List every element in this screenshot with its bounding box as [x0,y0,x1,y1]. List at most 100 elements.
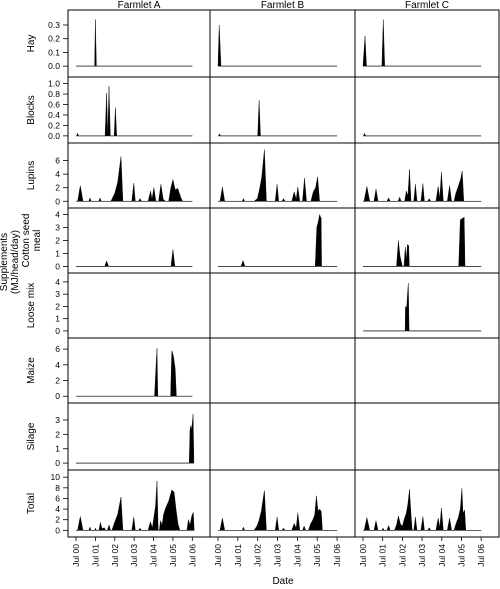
y-tick-label-lupins: 4 [55,169,60,179]
y-tick-label-loose-mix: 2 [55,301,60,311]
area-series-lupins-farmlet-a [76,156,193,202]
y-tick-label-total: 8 [55,483,60,493]
panel-frame-cotton-seed-meal-farmlet-b [209,207,356,274]
y-tick-label-silage: 1 [55,444,60,454]
column-header-farmlet-a: Farmlet A [118,0,161,11]
row-label-silage: Silage [26,422,37,450]
area-series-lupins-farmlet-c [363,169,482,202]
y-tick-label-hay: 0.1 [48,47,60,57]
y-tick-label-lupins: 2 [55,183,60,193]
panel-frame-maize-farmlet-b [209,337,356,404]
y-axis-label-line-1: Supplements [0,233,10,291]
panel-frame-maize-farmlet-a [67,337,211,404]
x-tick-label-farmlet-a: Jul 05 [168,544,178,567]
y-tick-label-loose-mix: 1 [55,314,60,324]
row-label-loose-mix: Loose mix [26,283,37,329]
area-series-total-farmlet-a [76,480,195,531]
area-series-total-farmlet-b [218,490,338,531]
y-tick-label-total: 10 [51,472,61,482]
y-tick-label-lupins: 6 [55,156,60,166]
panel-frame-hay-farmlet-b [209,9,356,78]
y-tick-label-blocks: 0.0 [48,131,60,141]
panel-frame-blocks-farmlet-a [67,76,211,144]
y-tick-label-loose-mix: 4 [55,277,60,287]
panel-frame-loose-mix-farmlet-b [209,272,356,339]
y-tick-label-loose-mix: 3 [55,289,60,299]
x-tick-label-farmlet-b: Jul 05 [312,544,322,567]
x-tick-label-farmlet-a: Jul 03 [129,544,139,567]
x-tick-label-farmlet-a: Jul 02 [110,544,120,567]
panel-frame-lupins-farmlet-a [67,142,211,209]
x-tick-label-farmlet-c: Jul 00 [358,544,368,567]
column-header-farmlet-c: Farmlet C [405,0,449,11]
panel-frame-hay-farmlet-c [354,9,500,78]
y-tick-label-blocks: 1.0 [48,79,60,89]
x-tick-label-farmlet-a: Jul 01 [90,544,100,567]
y-tick-label-cotton-seed-meal: 4 [55,210,60,220]
panel-frame-loose-mix-farmlet-c [354,272,500,339]
x-tick-label-farmlet-a: Jul 06 [187,544,197,567]
area-series-loose-mix-farmlet-c [363,283,482,332]
x-tick-label-farmlet-b: Jul 00 [213,544,223,567]
panel-frame-blocks-farmlet-c [354,76,500,144]
y-tick-label-maize: 4 [55,360,60,370]
row-label-cotton-seed-meal-1: Cotton seed [21,214,32,268]
area-series-maize-farmlet-a [76,348,193,397]
row-label-total: Total [26,493,37,514]
y-tick-label-blocks: 0.2 [48,120,60,130]
y-tick-label-total: 4 [55,504,60,514]
area-series-cotton-seed-meal-farmlet-b [218,213,338,267]
y-tick-label-maize: 0 [55,391,60,401]
y-tick-label-total: 6 [55,493,60,503]
y-tick-label-cotton-seed-meal: 3 [55,223,60,233]
area-series-blocks-farmlet-a [76,86,193,137]
y-tick-label-cotton-seed-meal: 2 [55,236,60,246]
row-label-maize: Maize [26,357,37,384]
y-tick-label-hay: 0.2 [48,34,60,44]
y-tick-label-silage: 3 [55,415,60,425]
panel-frame-hay-farmlet-a [67,9,211,78]
y-tick-label-maize: 6 [55,344,60,354]
row-label-hay: Hay [26,35,37,53]
area-series-hay-farmlet-a [76,19,193,67]
y-tick-label-blocks: 0.6 [48,100,60,110]
x-tick-label-farmlet-c: Jul 06 [476,544,486,567]
row-label-cotton-seed-meal-2: meal [32,230,43,252]
y-tick-label-cotton-seed-meal: 0 [55,261,60,271]
area-series-blocks-farmlet-b [218,100,338,137]
y-tick-label-loose-mix: 0 [55,326,60,336]
column-header-farmlet-b: Farmlet B [261,0,305,11]
y-tick-label-silage: 0 [55,458,60,468]
area-series-cotton-seed-meal-farmlet-c [363,216,482,267]
area-series-cotton-seed-meal-farmlet-a [76,249,193,267]
y-tick-label-silage: 2 [55,429,60,439]
y-tick-label-total: 2 [55,515,60,525]
area-series-total-farmlet-c [363,488,482,531]
x-tick-label-farmlet-c: Jul 02 [397,544,407,567]
area-series-blocks-farmlet-c [363,132,482,137]
y-tick-label-hay: 0.0 [48,61,60,71]
y-axis-label-line-2: (MJ/head/day) [10,230,21,294]
x-tick-label-farmlet-c: Jul 04 [437,544,447,567]
panel-frame-total-farmlet-b [209,469,356,538]
x-tick-label-farmlet-b: Jul 03 [273,544,283,567]
panel-frame-blocks-farmlet-b [209,76,356,144]
x-tick-label-farmlet-b: Jul 04 [292,544,302,567]
y-tick-label-blocks: 0.8 [48,89,60,99]
row-label-lupins: Lupins [26,161,37,190]
x-tick-label-farmlet-b: Jul 02 [253,544,263,567]
panel-frame-loose-mix-farmlet-a [67,272,211,339]
row-label-blocks: Blocks [26,95,37,124]
x-tick-label-farmlet-c: Jul 05 [456,544,466,567]
x-axis-label: Date [272,576,294,587]
area-series-silage-farmlet-a [76,414,195,464]
area-series-hay-farmlet-c [362,19,482,67]
x-tick-label-farmlet-c: Jul 01 [378,544,388,567]
x-tick-label-farmlet-b: Jul 01 [233,544,243,567]
x-tick-label-farmlet-a: Jul 00 [71,544,81,567]
x-tick-label-farmlet-a: Jul 04 [149,544,159,567]
area-series-hay-farmlet-b [217,24,338,67]
panel-frame-cotton-seed-meal-farmlet-c [354,207,500,274]
y-tick-label-lupins: 0 [55,196,60,206]
